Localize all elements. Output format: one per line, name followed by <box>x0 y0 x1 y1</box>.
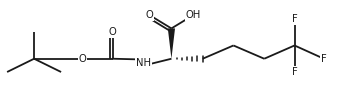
Text: F: F <box>292 14 297 24</box>
Text: O: O <box>109 27 117 37</box>
Text: NH: NH <box>136 58 151 68</box>
Text: O: O <box>78 54 86 64</box>
Text: OH: OH <box>185 10 201 20</box>
Polygon shape <box>168 28 175 59</box>
Text: O: O <box>146 10 154 20</box>
Text: F: F <box>292 67 297 77</box>
Text: F: F <box>321 54 327 64</box>
